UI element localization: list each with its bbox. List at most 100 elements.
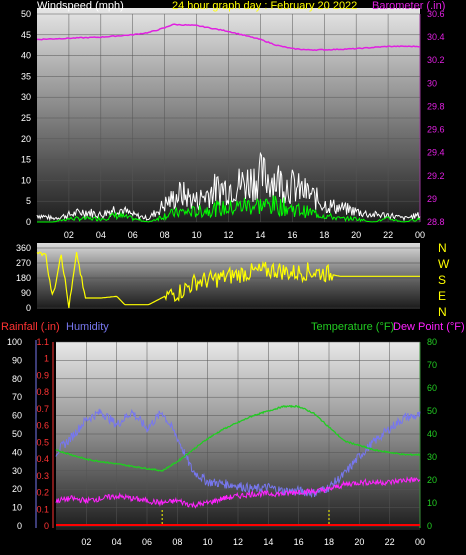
wind-x-tick: 20 [351, 230, 361, 240]
wind-x-tick: 08 [160, 230, 170, 240]
humidity-y-tick: 60 [12, 411, 22, 421]
wind-x-tick: 06 [128, 230, 138, 240]
bottom-x-tick: 06 [142, 537, 152, 547]
dir-label-w: W [438, 257, 450, 271]
temperature-y-tick: 80 [427, 337, 437, 347]
baro-y-tick: 28.8 [427, 217, 445, 227]
dewpoint-line [55, 475, 421, 509]
rain-y-tick: 0.7 [36, 404, 49, 414]
direction-y-tick: 90 [21, 288, 31, 298]
humidity-y-tick: 100 [7, 337, 22, 347]
humidity-line [55, 408, 421, 499]
temperature-y-tick: 40 [427, 429, 437, 439]
rain-y-tick: 0.9 [36, 370, 49, 380]
dir-label-n-bottom: N [438, 305, 447, 319]
humidity-y-tick: 20 [12, 484, 22, 494]
baro-y-tick: 30 [427, 78, 437, 88]
wind-direction-line [36, 251, 420, 309]
wind-y-tick: 50 [21, 9, 31, 19]
humidity-y-tick: 80 [12, 374, 22, 384]
wind-x-tick: 00 [415, 230, 425, 240]
rain-y-tick: 0 [44, 521, 49, 531]
wind-x-tick: 12 [223, 230, 233, 240]
wind-gust-line [36, 151, 421, 222]
temperature-y-tick: 50 [427, 406, 437, 416]
wind-y-tick: 15 [21, 155, 31, 165]
bottom-x-tick: 10 [203, 537, 213, 547]
dir-label-n-top: N [438, 241, 447, 255]
barometer-line [37, 23, 421, 52]
humidity-y-tick: 30 [12, 466, 22, 476]
rain-y-tick: 0.3 [36, 471, 49, 481]
temperature-y-tick: 30 [427, 452, 437, 462]
bottom-x-tick: 04 [112, 537, 122, 547]
baro-y-tick: 29.6 [427, 125, 445, 135]
wind-y-tick: 45 [21, 30, 31, 40]
wind-x-tick: 22 [383, 230, 393, 240]
bottom-x-tick: 20 [354, 537, 364, 547]
wind-x-tick: 14 [255, 230, 265, 240]
rain-y-tick: 0.6 [36, 421, 49, 431]
temperature-y-tick: 0 [427, 521, 432, 531]
baro-y-tick: 29.2 [427, 171, 445, 181]
wind-y-tick: 0 [26, 217, 31, 227]
baro-y-tick: 30.6 [427, 9, 445, 19]
wind-y-tick: 30 [21, 92, 31, 102]
wind-x-tick: 18 [319, 230, 329, 240]
dir-label-s: S [438, 273, 446, 287]
baro-y-tick: 29.8 [427, 101, 445, 111]
baro-y-tick: 29.4 [427, 148, 445, 158]
humidity-y-tick: 50 [12, 429, 22, 439]
wind-average-line [37, 195, 421, 223]
temperature-line [55, 404, 421, 472]
windspeed-title: Windspeed (mph) [37, 0, 124, 12]
rain-y-tick: 0.4 [36, 454, 49, 464]
bottom-x-tick: 02 [81, 537, 91, 547]
wind-x-tick: 02 [64, 230, 74, 240]
temperature-y-tick: 10 [427, 498, 437, 508]
bottom-x-tick: 18 [324, 537, 334, 547]
direction-y-tick: 0 [26, 303, 31, 313]
rain-y-tick: 0.8 [36, 387, 49, 397]
wind-x-tick: 10 [192, 230, 202, 240]
chart-title: 24 hour graph day : February 20 2022 [172, 0, 357, 12]
temperature-y-tick: 70 [427, 360, 437, 370]
rain-y-tick: 0.2 [36, 488, 49, 498]
rain-y-tick: 1 [44, 354, 49, 364]
humidity-y-tick: 40 [12, 447, 22, 457]
wind-y-tick: 5 [26, 196, 31, 206]
humidity-y-tick: 90 [12, 355, 22, 365]
wind-y-tick: 35 [21, 71, 31, 81]
barometer-title: Barometer (.in) [372, 0, 445, 12]
baro-y-tick: 29 [427, 194, 437, 204]
wind-y-tick: 10 [21, 175, 31, 185]
wind-y-tick: 20 [21, 134, 31, 144]
humidity-y-tick: 10 [12, 503, 22, 513]
rain-y-tick: 0.1 [36, 504, 49, 514]
baro-y-tick: 30.2 [427, 55, 445, 65]
wind-y-tick: 25 [21, 113, 31, 123]
rainfall-title: Rainfall (.in) [1, 321, 60, 333]
direction-y-tick: 360 [16, 243, 31, 253]
rain-y-tick: 0.5 [36, 437, 49, 447]
bottom-x-tick: 00 [415, 537, 425, 547]
wind-x-tick: 16 [287, 230, 297, 240]
bottom-x-tick: 08 [172, 537, 182, 547]
direction-y-tick: 180 [16, 273, 31, 283]
humidity-y-tick: 70 [12, 392, 22, 402]
humidity-y-tick: 0 [17, 521, 22, 531]
bottom-x-tick: 16 [294, 537, 304, 547]
dir-label-e: E [438, 289, 446, 303]
baro-y-tick: 30.4 [427, 32, 445, 42]
rain-y-tick: 1.1 [36, 337, 49, 347]
humidity-title: Humidity [66, 321, 109, 333]
dewpoint-title: Dew Point (°F) [393, 321, 465, 333]
bottom-x-tick: 22 [385, 537, 395, 547]
wind-x-tick: 04 [96, 230, 106, 240]
bottom-x-tick: 14 [263, 537, 273, 547]
temperature-title: Temperature (°F) [311, 321, 394, 333]
direction-y-tick: 270 [16, 258, 31, 268]
temperature-y-tick: 60 [427, 383, 437, 393]
temperature-y-tick: 20 [427, 475, 437, 485]
